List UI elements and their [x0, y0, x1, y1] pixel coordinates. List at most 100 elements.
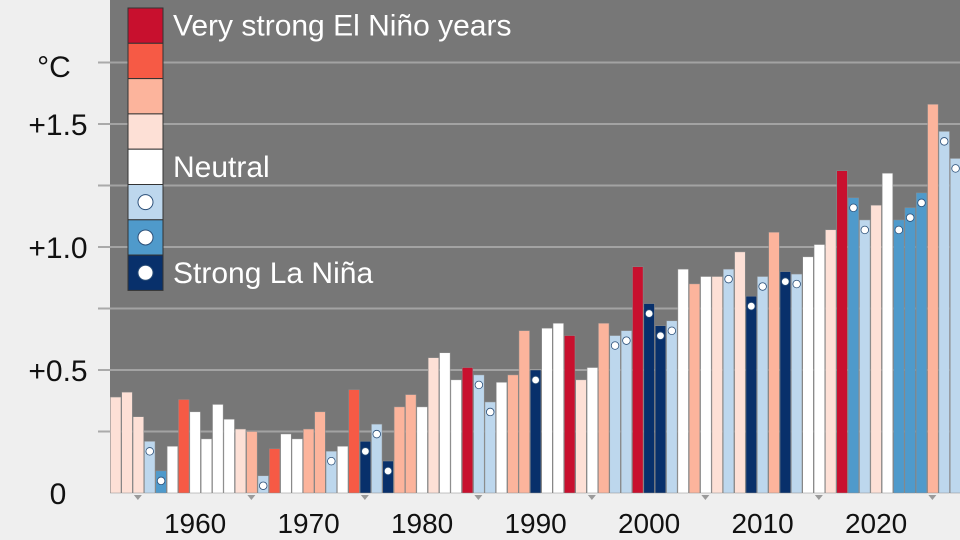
bar-2016 — [825, 229, 837, 494]
x-minor-tick-mark — [928, 495, 937, 500]
bar-2006 — [711, 276, 723, 494]
la-nina-dot-2023 — [905, 213, 915, 222]
legend-swatch-el_nino_strong — [127, 42, 164, 80]
bar-1958 — [166, 446, 178, 494]
x-tick-label-2020: 2020 — [845, 508, 907, 539]
la-nina-dot-2027 — [951, 164, 960, 173]
bar-series — [110, 104, 960, 494]
bar-2001 — [654, 325, 667, 494]
bar-2027 — [950, 158, 960, 494]
la-nina-dot-1986 — [486, 407, 495, 417]
bar-1960 — [189, 411, 201, 494]
la-nina-dot-1990 — [531, 375, 540, 385]
x-tick-label-1970: 1970 — [277, 508, 339, 539]
legend-swatch-el_nino_moderate — [127, 78, 164, 115]
bar-2021 — [881, 172, 894, 494]
bar-1971 — [314, 411, 326, 494]
bar-2005 — [700, 276, 712, 494]
bar-1981 — [427, 357, 440, 494]
y-tick-label: +0.5 — [28, 355, 87, 388]
bar-1955 — [132, 416, 144, 494]
legend-label-neutral: Neutral — [173, 151, 270, 184]
x-minor-tick-mark — [814, 495, 823, 500]
bar-1954 — [121, 391, 133, 494]
bar-2011 — [768, 231, 780, 494]
bar-2013 — [791, 273, 803, 494]
bar-1963 — [223, 418, 235, 494]
bar-1962 — [212, 404, 224, 494]
x-tick-label-1980: 1980 — [391, 508, 453, 539]
la-nina-dot-2024 — [917, 198, 926, 208]
legend-label-la_nina_strong: Strong La Niña — [173, 257, 373, 290]
bar-1980 — [416, 406, 428, 494]
x-minor-tick-mark — [360, 495, 369, 500]
bar-1984 — [461, 367, 474, 494]
bar-2007 — [723, 268, 735, 494]
bar-2018 — [847, 197, 859, 494]
x-tick-label-1990: 1990 — [504, 508, 566, 539]
x-minor-tick-mark — [133, 495, 142, 500]
bar-2014 — [802, 256, 814, 494]
la-nina-dot-1966 — [259, 481, 268, 490]
la-nina-dot-1997 — [610, 341, 620, 350]
bar-1964 — [234, 428, 247, 494]
bar-2024 — [915, 192, 928, 494]
bar-1973 — [337, 446, 349, 494]
bar-1953 — [110, 396, 122, 494]
la-nina-dot-2009 — [747, 302, 756, 311]
la-nina-dot-2001 — [656, 331, 665, 340]
bar-2009 — [745, 295, 757, 494]
bar-2020 — [870, 204, 882, 494]
la-nina-dot-2022 — [894, 225, 904, 235]
bar-1978 — [393, 406, 405, 494]
legend-swatch-el_nino_very_strong — [127, 7, 164, 44]
la-nina-dot-2019 — [860, 225, 869, 235]
bar-2008 — [734, 251, 746, 494]
bar-2004 — [688, 283, 701, 494]
bar-2000 — [643, 303, 655, 494]
bar-1970 — [303, 428, 315, 494]
bar-1975 — [359, 441, 371, 494]
la-nina-dot-2002 — [667, 326, 677, 335]
bar-1995 — [586, 367, 598, 494]
bar-1989 — [518, 330, 530, 494]
bar-1976 — [371, 423, 383, 494]
y-tick-label: 0 — [50, 478, 67, 511]
la-nina-dot-2012 — [781, 277, 790, 286]
bar-1972 — [325, 450, 337, 494]
la-nina-dot-1972 — [327, 456, 336, 466]
bar-1959 — [178, 399, 190, 494]
la-nina-dot-1957 — [156, 476, 166, 486]
bar-1979 — [405, 394, 417, 494]
bar-1988 — [507, 374, 519, 494]
x-tick-label-1960: 1960 — [164, 508, 226, 539]
legend-dot-icon — [137, 229, 154, 246]
bar-2023 — [904, 207, 916, 494]
bar-1993 — [564, 335, 576, 494]
x-axis: 1960 1970 1980 1990 2000 2010 2020 — [133, 495, 937, 539]
bar-1998 — [620, 330, 632, 494]
la-nina-dot-2010 — [758, 282, 767, 291]
bar-1996 — [598, 323, 610, 494]
bar-1983 — [450, 379, 462, 494]
legend-dot-icon — [137, 194, 154, 211]
la-nina-dot-2018 — [849, 203, 858, 212]
bar-2003 — [677, 268, 689, 494]
bar-2022 — [893, 219, 905, 494]
bar-1956 — [144, 441, 156, 494]
bar-2026 — [938, 131, 950, 494]
y-tick-label: +1.0 — [28, 232, 87, 265]
bar-1967 — [269, 448, 281, 494]
bar-1968 — [280, 433, 292, 494]
bar-2010 — [757, 276, 769, 494]
legend-swatch-neutral — [127, 148, 164, 185]
legend-label-el_nino_very_strong: Very strong El Niño years — [173, 10, 511, 43]
x-minor-tick-mark — [587, 495, 596, 500]
la-nina-dot-2007 — [724, 274, 733, 284]
bar-1992 — [552, 323, 564, 494]
x-minor-tick-mark — [701, 495, 710, 500]
x-minor-tick-mark — [247, 495, 256, 500]
la-nina-dot-1956 — [145, 447, 154, 456]
legend-swatch-el_nino_weak — [127, 113, 164, 150]
bar-1986 — [484, 401, 496, 494]
